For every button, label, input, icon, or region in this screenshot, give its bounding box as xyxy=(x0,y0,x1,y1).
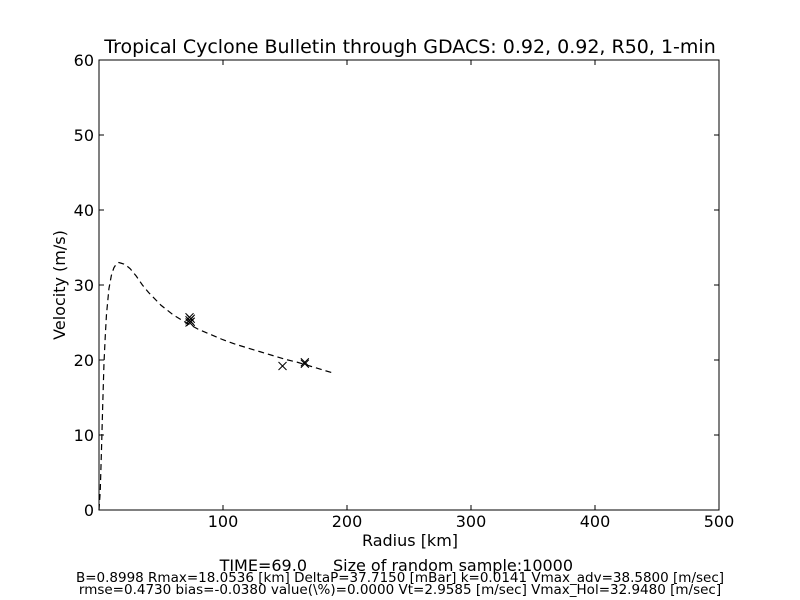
observation-point xyxy=(186,317,196,327)
x-tick-label: 500 xyxy=(704,512,735,531)
observation-point xyxy=(278,361,287,371)
observation-point xyxy=(300,359,310,369)
model-profile-line xyxy=(98,261,333,511)
footer-stats-line: rmse=0.4730 bias=-0.0380 value(\%)=0.000… xyxy=(79,582,721,598)
x-axis-label: Radius [km] xyxy=(362,531,458,550)
footer-params-line: B=0.8998 Rmax=18.0536 [km] DeltaP=37.715… xyxy=(76,570,724,586)
observation-point xyxy=(300,357,310,367)
y-tick-label: 30 xyxy=(74,276,94,295)
footer-time: TIME=69.0 xyxy=(219,556,307,575)
y-tick-label: 50 xyxy=(74,126,94,145)
y-axis-label: Velocity (m/s) xyxy=(50,230,69,340)
y-tick-label: 0 xyxy=(84,501,94,520)
observation-point xyxy=(186,314,196,324)
y-tick-label: 20 xyxy=(74,351,94,370)
series-layer xyxy=(98,261,333,511)
x-tick-label: 200 xyxy=(332,512,363,531)
axis-ticks: 100 200 300 400 500 0 10 20 30 40 50 60 xyxy=(74,51,735,531)
y-tick-label: 40 xyxy=(74,201,94,220)
y-tick-label: 60 xyxy=(74,51,94,70)
plot-frame xyxy=(98,59,720,511)
footer-sample-size: Size of random sample:10000 xyxy=(333,556,573,575)
plot-area: 100 200 300 400 500 0 10 20 30 40 50 60 xyxy=(74,51,735,531)
x-tick-label: 400 xyxy=(580,512,611,531)
x-tick-label: 100 xyxy=(208,512,239,531)
x-tick-label: 300 xyxy=(456,512,487,531)
footer: TIME=69.0 Size of random sample:10000 B=… xyxy=(76,556,724,598)
chart-title: Tropical Cyclone Bulletin through GDACS:… xyxy=(103,36,716,58)
y-tick-label: 10 xyxy=(74,426,94,445)
